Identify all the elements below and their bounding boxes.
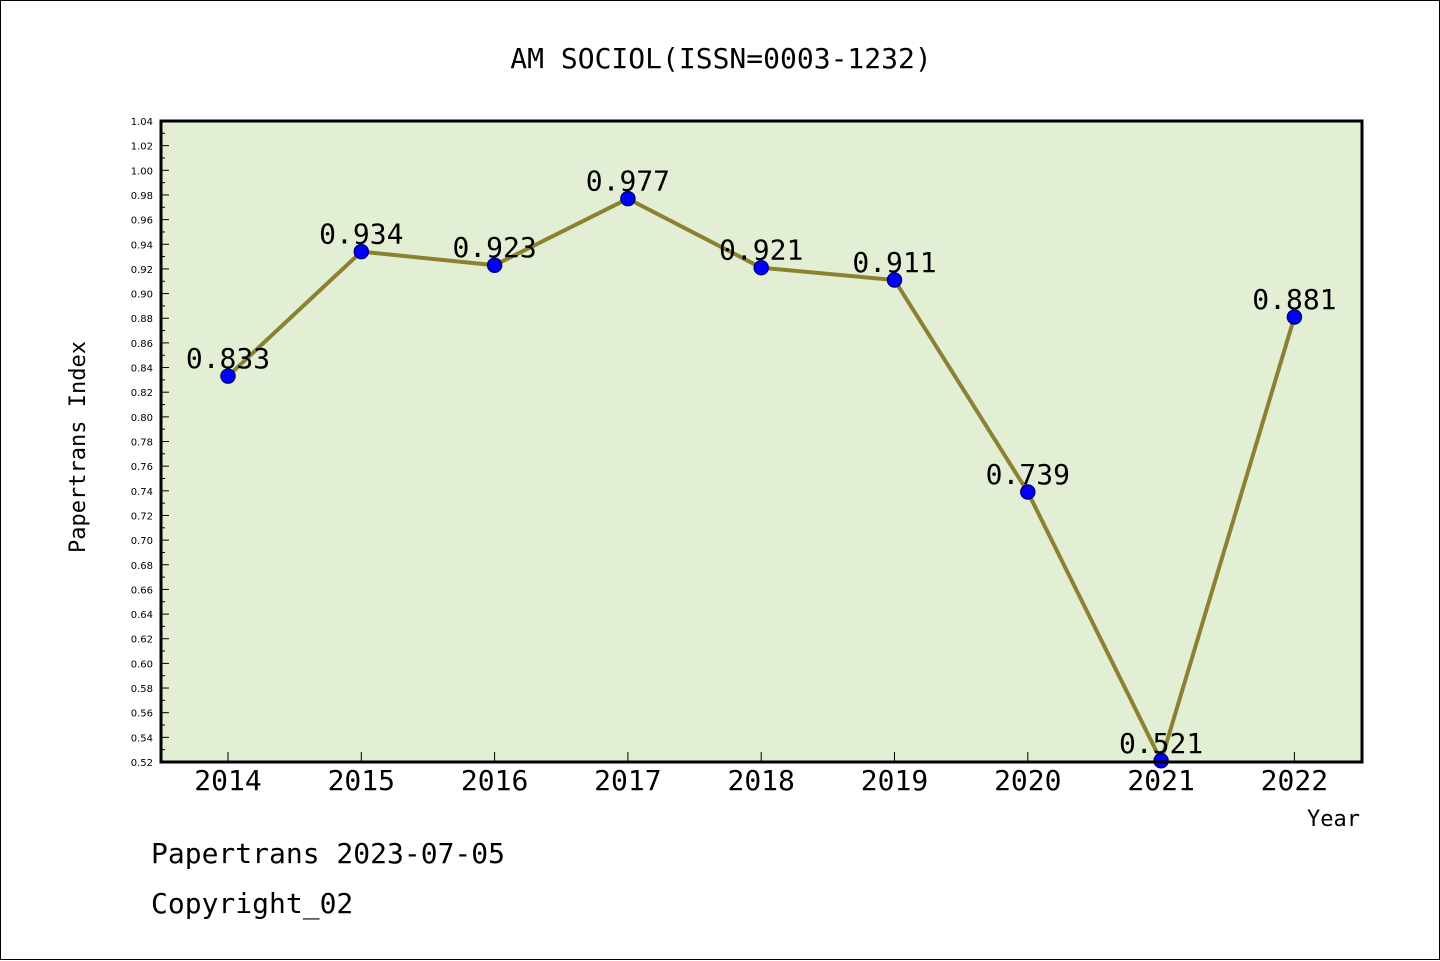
x-tick-label: 2022 — [1261, 764, 1328, 797]
x-tick-label: 2020 — [994, 764, 1061, 797]
y-tick-label: 0.62 — [131, 635, 153, 646]
y-tick-label: 0.98 — [131, 191, 153, 202]
data-label: 0.921 — [719, 234, 803, 267]
plot-border — [159, 119, 1364, 764]
x-tick-label: 2015 — [328, 764, 395, 797]
y-tick-label: 0.72 — [131, 511, 153, 522]
data-label: 0.934 — [319, 218, 403, 251]
data-labels: 0.833 0.934 0.923 0.977 0.921 0.911 0.739 0.521… — [186, 165, 1337, 760]
y-tick-label: 0.58 — [131, 684, 153, 695]
chart-title: AM SOCIOL(ISSN=0003-1232) — [510, 42, 931, 75]
y-tick-label: 0.92 — [131, 265, 153, 276]
y-axis: 0.52 0.54 0.56 0.58 0.60 0.62 0.64 0.66 0.68 0.70… — [131, 117, 169, 769]
y-tick-label: 0.88 — [131, 314, 153, 325]
y-axis-label: Papertrans Index — [66, 341, 91, 553]
data-label: 0.923 — [452, 231, 536, 264]
data-label: 0.521 — [1119, 727, 1203, 760]
y-tick-label: 0.66 — [131, 585, 153, 596]
data-label: 0.881 — [1252, 283, 1336, 316]
data-point — [1020, 484, 1036, 500]
x-tick-label: 2019 — [861, 764, 928, 797]
data-label: 0.833 — [186, 342, 270, 375]
data-point — [620, 190, 636, 207]
y-tick-label: 0.96 — [131, 216, 153, 227]
y-tick-label: 0.68 — [131, 561, 153, 572]
y-tick-label: 0.70 — [131, 536, 153, 547]
y-tick-label: 0.76 — [131, 462, 153, 473]
y-tick-label: 1.04 — [131, 117, 153, 128]
x-tick-label: 2021 — [1127, 764, 1194, 797]
y-tick-label: 0.56 — [131, 709, 153, 720]
y-tick-label: 0.84 — [131, 364, 153, 375]
y-tick-label: 0.94 — [131, 240, 153, 251]
y-tick-label: 0.64 — [131, 610, 153, 621]
x-tick-label: 2018 — [727, 764, 794, 797]
data-point — [1286, 309, 1303, 325]
data-point — [886, 272, 903, 288]
footer-copyright: Copyright_02 — [151, 887, 354, 920]
data-point — [753, 259, 769, 276]
y-tick-label: 0.52 — [131, 758, 153, 769]
data-label: 0.911 — [852, 246, 936, 279]
data-point — [220, 368, 236, 384]
y-tick-label: 0.82 — [131, 388, 153, 399]
data-label: 0.739 — [986, 458, 1070, 491]
y-tick-label: 0.86 — [131, 339, 153, 350]
data-point — [353, 243, 370, 260]
x-tick-label: 2016 — [461, 764, 528, 797]
x-axis: 2014 2015 2016 2017 2018 2019 2020 2021 2022 — [194, 752, 1328, 797]
y-tick-label: 0.74 — [131, 487, 153, 498]
y-tick-label: 0.80 — [131, 413, 153, 424]
x-axis-label: Year — [1307, 807, 1360, 832]
data-label: 0.977 — [586, 165, 670, 198]
data-point — [486, 257, 503, 273]
y-tick-label: 1.02 — [131, 142, 153, 153]
plot-area — [161, 121, 1362, 762]
footer-date: Papertrans 2023-07-05 — [151, 837, 506, 870]
y-tick-label: 0.78 — [131, 438, 153, 449]
y-tick-label: 0.60 — [131, 659, 153, 670]
y-tick-label: 0.54 — [131, 733, 153, 744]
y-tick-label: 0.90 — [131, 290, 153, 301]
x-tick-label: 2014 — [194, 764, 261, 797]
y-tick-label: 1.00 — [131, 166, 153, 177]
x-tick-label: 2017 — [594, 764, 661, 797]
